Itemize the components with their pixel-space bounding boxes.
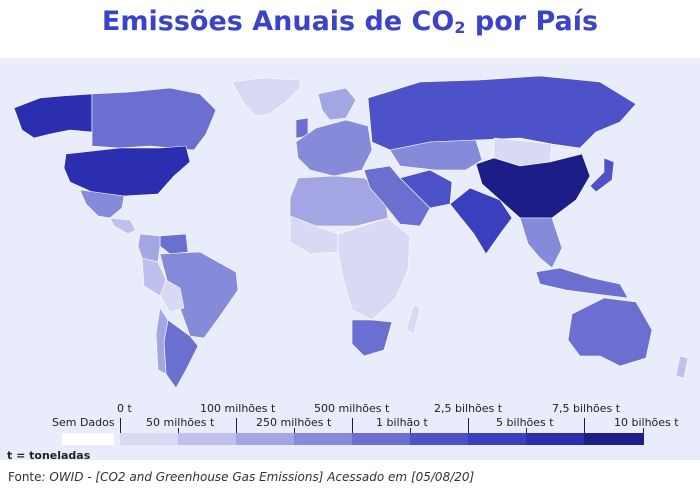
legend-no-data-swatch — [62, 433, 114, 445]
legend-tick-label: 1 bilhão t — [376, 416, 428, 429]
unit-note: t = toneladas — [7, 449, 91, 462]
map-title: Emissões Anuais de CO2 por País — [101, 6, 599, 37]
region-iran — [399, 169, 453, 209]
region-bolivia — [159, 279, 185, 313]
region-middle-east — [363, 165, 431, 227]
legend-tick-label: 50 milhões t — [146, 416, 215, 429]
region-greenland — [231, 77, 301, 117]
region-india — [449, 187, 513, 255]
legend-tick-minor — [526, 428, 527, 433]
region-central-africa — [337, 217, 411, 321]
legend-tick-minor — [410, 428, 411, 433]
legend-tick-label: 5 bilhões t — [496, 416, 554, 429]
region-europe — [295, 119, 373, 177]
legend-swatch-9 — [584, 433, 644, 445]
legend-swatch-5 — [352, 433, 410, 445]
region-indonesia — [535, 267, 629, 299]
legend-swatch-7 — [468, 433, 526, 445]
legend-swatch-1 — [120, 433, 178, 445]
legend-tick-major — [468, 418, 469, 433]
region-canada — [91, 87, 217, 151]
legend-swatch-4 — [294, 433, 352, 445]
legend-tick-major — [584, 418, 585, 433]
region-japan — [589, 157, 615, 193]
legend-swatch-8 — [526, 433, 584, 445]
legend-tick-minor — [178, 428, 179, 433]
region-venezuela — [159, 233, 189, 255]
region-southeast-asia — [519, 217, 563, 269]
legend-tick-label: 250 milhões t — [256, 416, 332, 429]
region-scandinavia — [317, 87, 357, 121]
region-china — [475, 153, 591, 219]
legend-tick-minor — [294, 428, 295, 433]
legend-swatch-6 — [410, 433, 468, 445]
legend-tick-label: 500 milhões t — [314, 402, 390, 415]
legend-tick-major — [236, 418, 237, 433]
region-chile — [155, 307, 169, 375]
legend-tick-major — [352, 418, 353, 433]
region-south-africa — [351, 319, 393, 357]
legend-tick-minor — [643, 428, 644, 433]
source-text: Fonte: OWID - [CO2 and Greenhouse Gas Em… — [8, 470, 475, 484]
legend-swatch-2 — [178, 433, 236, 445]
region-australia — [567, 297, 653, 367]
region-central-america — [109, 217, 137, 235]
legend-tick-label: 0 t — [117, 402, 132, 415]
region-madagascar — [405, 303, 421, 335]
legend-background — [0, 388, 700, 460]
legend-tick-label: 100 milhões t — [200, 402, 276, 415]
region-usa — [63, 145, 191, 197]
region-north-africa — [289, 175, 389, 227]
source-footer: Fonte: OWID - [CO2 and Greenhouse Gas Em… — [0, 462, 700, 493]
legend-tick-label: 7,5 bilhões t — [552, 402, 621, 415]
region-alaska — [13, 93, 93, 139]
region-new-zealand — [675, 355, 689, 379]
region-kazakhstan — [389, 139, 483, 171]
legend-tick-label: 10 bilhões t — [614, 416, 679, 429]
legend-no-data-label: Sem Dados — [52, 416, 115, 429]
region-colombia — [137, 233, 161, 263]
world-map — [13, 75, 689, 388]
legend-tick-major — [120, 418, 121, 433]
legend-swatch-3 — [236, 433, 294, 445]
legend-tick-label: 2,5 bilhões t — [434, 402, 503, 415]
